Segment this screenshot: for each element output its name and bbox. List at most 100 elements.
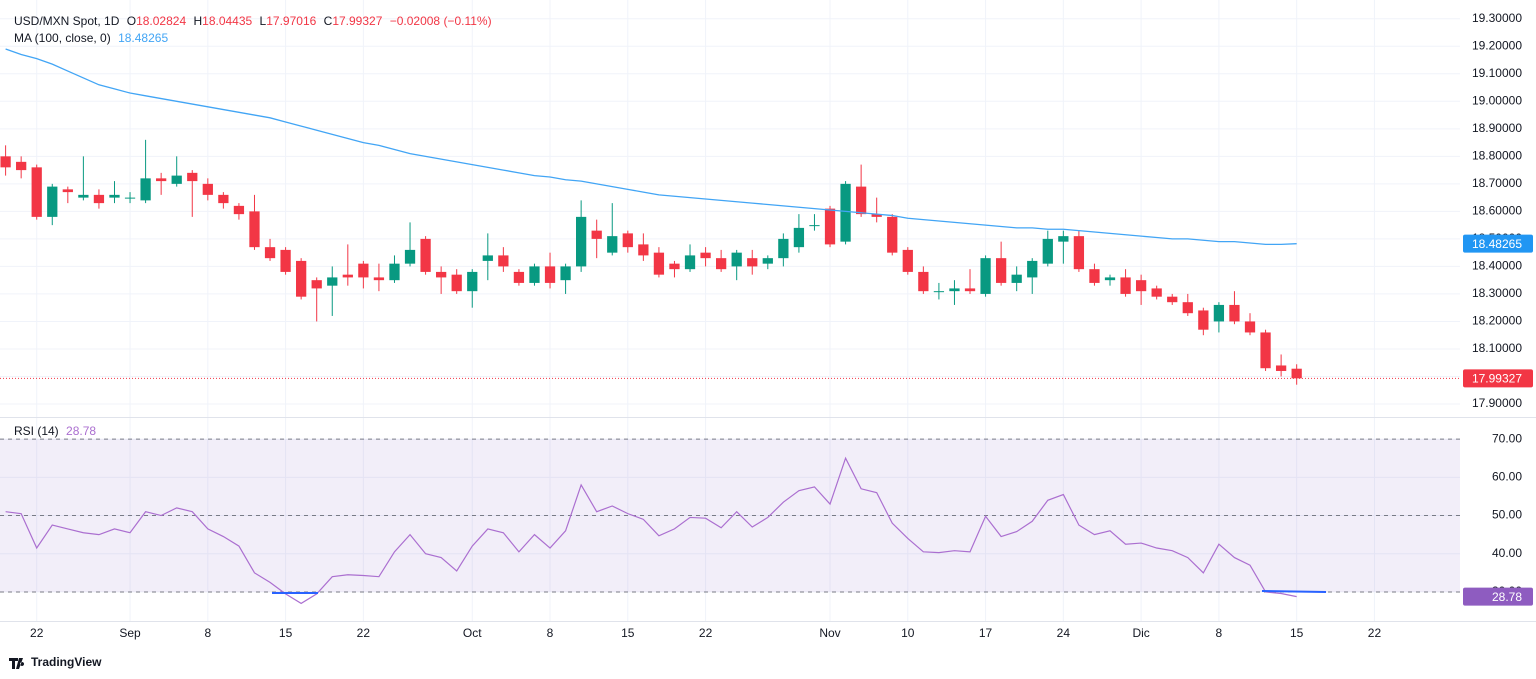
candle-body [78,194,89,198]
axes: 22 Sep 8 15 22 Oct 8 15 22 Nov 10 17 24 Dic 8 15 22 19.30… [30,11,1533,640]
y-tick-label: 18.80000 [1472,149,1522,163]
candle-body [358,263,369,278]
ohlc: L17.97016 [260,14,317,28]
candle-body [404,249,416,264]
ohlc-value: 18.04435 [202,14,253,28]
candle-body [1089,269,1100,283]
candle-body [498,255,509,267]
candle-body [140,178,151,201]
x-tick-label: 15 [1290,626,1304,640]
ohlc: O18.02824 [127,14,186,28]
price-badge [1463,587,1533,606]
candle-body [809,225,820,227]
candle-body [1027,260,1038,278]
candle-body [389,263,400,281]
x-tick-label: 10 [901,626,915,640]
candle-body [233,205,245,215]
candle-body [171,175,182,184]
x-tick-label: 22 [357,626,371,640]
x-tick-label: 17 [979,626,993,640]
candle-body [47,186,58,217]
candle-body [591,230,602,239]
y-tick-label: 60.00 [1492,469,1522,483]
candle-body [296,260,307,297]
x-tick-label: 22 [1368,626,1382,640]
x-tick-label: 8 [547,626,554,640]
candle-body [124,197,136,199]
candle-body [202,183,213,195]
rsi-line [5,456,1297,605]
y-tick-label: 18.20000 [1472,314,1522,328]
candle-body [544,266,556,283]
ohlc-value: 17.99327 [332,14,383,28]
ohlc-key: C [323,14,333,28]
y-tick-label: 18.10000 [1472,341,1522,355]
candle-body [669,263,680,270]
y-tick-label: 18.90000 [1472,121,1522,135]
y-tick-label: 19.00000 [1472,93,1522,107]
candle-body [1244,321,1256,333]
ohlc-value: 17.97016 [266,14,317,28]
price-badge [1463,234,1533,253]
candle-body [16,161,27,171]
candle-body [109,194,120,198]
candle-body [1213,304,1225,322]
candle-body [638,244,649,256]
ohlc-key: H [193,14,203,28]
candle-body [793,227,805,248]
drawing-line [1261,590,1327,593]
candle-body [93,194,105,204]
candle-body [1058,236,1069,242]
x-tick-label: 8 [1216,626,1223,640]
rsi-name: RSI (14) [14,424,59,438]
rsi-legend: RSI (14) 28.78 [14,424,100,438]
y-tick-label: 18.30000 [1472,286,1522,300]
x-tick-label: Dic [1132,626,1149,640]
candle-body [887,216,898,253]
y-tick-label: 19.30000 [1472,11,1522,25]
ohlc-key: L [259,14,267,28]
x-tick-label: Oct [463,626,482,640]
y-tick-label: 70.00 [1492,431,1522,445]
brand-logo: TradingView [9,655,102,669]
candle-body [964,288,976,292]
price-pane [0,48,1460,385]
x-tick-label: 8 [204,626,211,640]
ohlc: C17.99327 [324,14,383,28]
candle-body [1073,236,1085,270]
candle-body [576,216,587,267]
rsi-pane [0,438,1460,605]
candle-body [327,277,338,286]
candle-body [1198,310,1209,330]
y-tick-label: 40.00 [1492,546,1522,560]
candle-body [513,271,525,283]
candle-body [0,156,11,168]
candle-body [1291,368,1302,379]
x-tick-label: Nov [819,626,840,640]
x-tick-label: 22 [30,626,44,640]
ohlc: H18.04435 [193,14,252,28]
rsi-value: 28.78 [66,424,97,438]
candle-body [264,247,276,259]
candle-body [31,167,42,217]
candle-body [980,258,991,294]
candle-body [482,255,493,261]
ma-line [5,48,1297,246]
x-tick-label: Sep [119,626,141,640]
price-badge [1463,369,1533,388]
candle-body [373,277,385,281]
candle-body [218,194,229,204]
candle-body [949,288,960,292]
candle-body [1275,365,1287,371]
candle-body [1229,304,1240,322]
candle-body [1260,332,1271,369]
candle-body [855,186,867,215]
candle-body [1120,277,1131,294]
candle-body [918,271,929,292]
candle-body [342,274,353,278]
candle-body [1042,238,1053,264]
candle-body [871,214,882,217]
candle-body [560,266,571,281]
